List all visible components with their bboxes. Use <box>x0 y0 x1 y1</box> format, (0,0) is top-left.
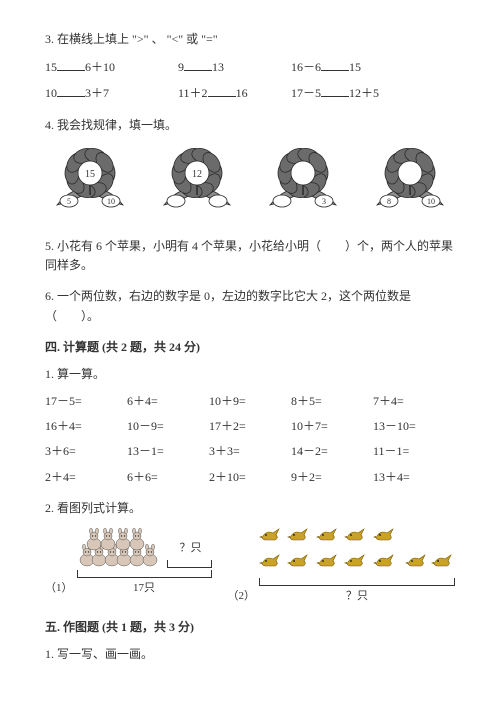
flower-icon: 8 10 <box>365 143 455 221</box>
q3-r2-e: 17－5 <box>291 86 321 100</box>
flower-icon: 5 10 15 <box>45 143 135 221</box>
svg-text:5: 5 <box>67 197 71 206</box>
calc-cell: 10－9= <box>127 417 209 436</box>
sec4-q2-prompt: 2. 看图列式计算。 <box>45 499 455 518</box>
blank[interactable] <box>184 57 212 71</box>
calc-grid: 17－5=6＋4=10＋9=8＋5=7＋4= 16＋4=10－9=17＋2=10＋… <box>45 392 455 487</box>
svg-text:10: 10 <box>107 197 115 206</box>
calc-cell: 16＋4= <box>45 417 127 436</box>
pic2-total: ？只 <box>259 588 455 606</box>
calc-cell: 17－5= <box>45 392 127 411</box>
calc-cell: 13－10= <box>373 417 455 436</box>
q3-prompt: 3. 在横线上填上 ">" 、 "<" 或 "=" <box>45 30 455 49</box>
q6-text: 6. 一个两位数，右边的数字是 0，左边的数字比它大 2，这个两位数是（ ）。 <box>45 287 455 325</box>
blank[interactable] <box>57 83 85 97</box>
pic1-qmark: ？只 <box>167 540 212 558</box>
blank[interactable] <box>321 83 349 97</box>
blank[interactable] <box>57 57 85 71</box>
section5-title: 五. 作图题 (共 1 题，共 3 分) <box>45 618 455 637</box>
sec5-q1-prompt: 1. 写一写、画一画。 <box>45 645 455 664</box>
calc-cell: 3＋6= <box>45 442 127 461</box>
q3-r1-f: 15 <box>349 60 361 74</box>
q3-row2: 10 3＋7 11＋2 16 17－5 12＋5 <box>45 83 455 103</box>
sec4-q1-prompt: 1. 算一算。 <box>45 365 455 384</box>
calc-cell: 13－1= <box>127 442 209 461</box>
q4: 4. 我会找规律，填一填。 5 10 15 12 3 <box>45 116 455 221</box>
bird-icon <box>259 552 285 576</box>
flower-icon: 12 <box>152 143 242 221</box>
calc-cell: 9＋2= <box>291 468 373 487</box>
calc-cell: 3＋3= <box>209 442 291 461</box>
calc-cell: 17＋2= <box>209 417 291 436</box>
svg-text:3: 3 <box>322 197 326 206</box>
calc-cell: 8＋5= <box>291 392 373 411</box>
rabbit-icon <box>127 528 147 558</box>
svg-text:8: 8 <box>387 197 391 206</box>
sec4-q2: 2. 看图列式计算。 （1） <box>45 499 455 606</box>
svg-text:12: 12 <box>192 169 202 180</box>
calc-cell: 13＋4= <box>373 468 455 487</box>
calc-cell: 10＋9= <box>209 392 291 411</box>
q3-r1-e: 16－6 <box>291 60 321 74</box>
calc-cell: 10＋7= <box>291 417 373 436</box>
blank[interactable] <box>208 83 236 97</box>
blank[interactable] <box>321 57 349 71</box>
q3-r1-a: 15 <box>45 60 57 74</box>
calc-cell: 11－1= <box>373 442 455 461</box>
bracket-icon <box>259 578 455 586</box>
flower-row: 5 10 15 12 3 8 10 <box>45 143 455 221</box>
q5-text: 5. 小花有 6 个苹果，小明有 4 个苹果，小花给小明（ ）个，两个人的苹果同… <box>45 237 455 275</box>
pic-problems: （1） <box>45 526 455 606</box>
flower-icon: 3 <box>258 143 348 221</box>
rabbit-cluster-icon <box>77 526 167 568</box>
pic1-num: （1） <box>45 580 73 598</box>
sec5-q1: 1. 写一写、画一画。 <box>45 645 455 664</box>
bird-icon <box>373 526 399 550</box>
bird-icon <box>259 526 285 550</box>
section4-title: 四. 计算题 (共 2 题，共 24 分) <box>45 338 455 357</box>
calc-cell: 7＋4= <box>373 392 455 411</box>
q5: 5. 小花有 6 个苹果，小明有 4 个苹果，小花给小明（ ）个，两个人的苹果同… <box>45 237 455 275</box>
q3-r2-f: 12＋5 <box>349 86 379 100</box>
q3: 3. 在横线上填上 ">" 、 "<" 或 "=" 156＋10 913 16－… <box>45 30 455 104</box>
svg-text:10: 10 <box>427 197 435 206</box>
pic2-num: （2） <box>228 588 256 606</box>
bird-icon <box>344 526 370 550</box>
pic1-total: 17只 <box>77 580 212 598</box>
calc-cell: 6＋4= <box>127 392 209 411</box>
q3-r2-a: 10 <box>45 86 57 100</box>
q6: 6. 一个两位数，右边的数字是 0，左边的数字比它大 2，这个两位数是（ ）。 <box>45 287 455 325</box>
bracket-icon <box>167 560 212 568</box>
q4-prompt: 4. 我会找规律，填一填。 <box>45 116 455 135</box>
bird-icon <box>287 526 313 550</box>
bird-icon <box>316 526 342 550</box>
bird-group-left <box>259 526 399 576</box>
pic-problem-2: （2） <box>228 526 456 606</box>
calc-cell: 2＋4= <box>45 468 127 487</box>
bird-icon <box>431 552 455 576</box>
sec4-q1: 1. 算一算。 17－5=6＋4=10＋9=8＋5=7＋4= 16＋4=10－9=… <box>45 365 455 487</box>
q3-row1: 156＋10 913 16－615 <box>45 57 455 77</box>
q3-r2-d: 16 <box>236 86 248 100</box>
bird-icon <box>287 552 313 576</box>
calc-cell: 6＋6= <box>127 468 209 487</box>
calc-cell: 2＋10= <box>209 468 291 487</box>
q3-r2-b: 3＋7 <box>85 86 109 100</box>
calc-cell: 14－2= <box>291 442 373 461</box>
bird-icon <box>344 552 370 576</box>
bird-icon <box>316 552 342 576</box>
q3-r1-d: 13 <box>212 60 224 74</box>
bird-group-right <box>405 552 455 576</box>
pic-problem-1: （1） <box>45 526 212 606</box>
q3-r1-b: 6＋10 <box>85 60 115 74</box>
svg-text:15: 15 <box>85 169 95 180</box>
bird-icon <box>405 552 429 576</box>
q3-r2-c: 11＋2 <box>178 86 208 100</box>
bird-icon <box>373 552 399 576</box>
